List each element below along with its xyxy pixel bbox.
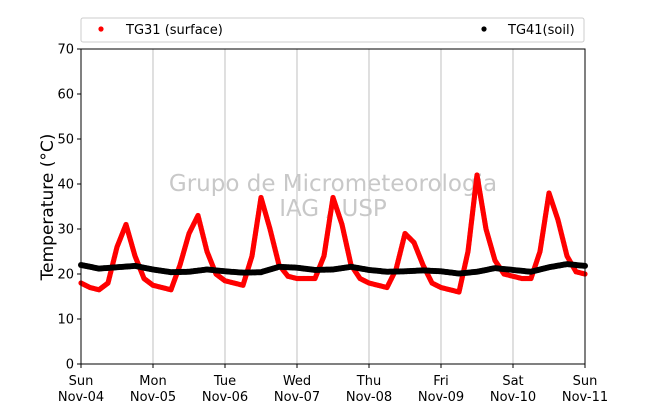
- x-tick-label-date: Nov-08: [346, 390, 392, 405]
- x-axis-ticks: SunNov-04MonNov-05TueNov-06WedNov-07ThuN…: [58, 364, 608, 405]
- series-surface: [78, 172, 588, 295]
- x-tick-label-date: Nov-09: [418, 390, 464, 405]
- legend-marker-soil: [481, 26, 487, 32]
- y-tick-label: 0: [66, 358, 74, 373]
- y-axis-ticks: 0 10 20 30 40 50 60 70: [57, 43, 81, 373]
- y-tick-label: 40: [57, 178, 74, 193]
- x-tick-label-day: Sat: [502, 374, 523, 389]
- x-tick-label-date: Nov-10: [490, 390, 536, 405]
- x-tick-label-day: Sun: [573, 374, 598, 389]
- y-tick-label: 60: [57, 88, 74, 103]
- y-tick-label: 50: [57, 133, 74, 148]
- x-tick-label-day: Mon: [139, 374, 166, 389]
- x-tick-label-date: Nov-07: [274, 390, 320, 405]
- x-tick-label-day: Sun: [69, 374, 94, 389]
- legend-label-soil: TG41(soil): [507, 23, 575, 38]
- legend-box: [80, 17, 585, 43]
- legend-label-surface: TG31 (surface): [125, 23, 223, 38]
- y-tick-label: 20: [57, 268, 74, 283]
- y-tick-label: 30: [57, 223, 74, 238]
- y-tick-label: 10: [57, 313, 74, 328]
- plot-frame: [80, 48, 586, 365]
- x-tick-label-date: Nov-04: [58, 390, 104, 405]
- legend-marker-surface: [98, 26, 104, 32]
- x-tick-label-date: Nov-06: [202, 390, 248, 405]
- legend: TG31 (surface) TG41(soil): [80, 17, 585, 43]
- x-tick-label-day: Tue: [213, 374, 236, 389]
- x-tick-label-date: Nov-11: [562, 390, 608, 405]
- y-axis-label: Temperature (°C): [38, 134, 58, 282]
- data-points: [78, 172, 588, 295]
- x-tick-label-day: Thu: [356, 374, 381, 389]
- x-tick-label-day: Fri: [433, 374, 449, 389]
- x-tick-label-date: Nov-05: [130, 390, 176, 405]
- series-soil: [78, 261, 588, 277]
- y-tick-label: 70: [57, 43, 74, 58]
- watermark-line-1: Grupo de Micrometeorologia: [169, 171, 497, 197]
- grid-lines: [152, 49, 514, 364]
- x-tick-label-day: Wed: [283, 374, 311, 389]
